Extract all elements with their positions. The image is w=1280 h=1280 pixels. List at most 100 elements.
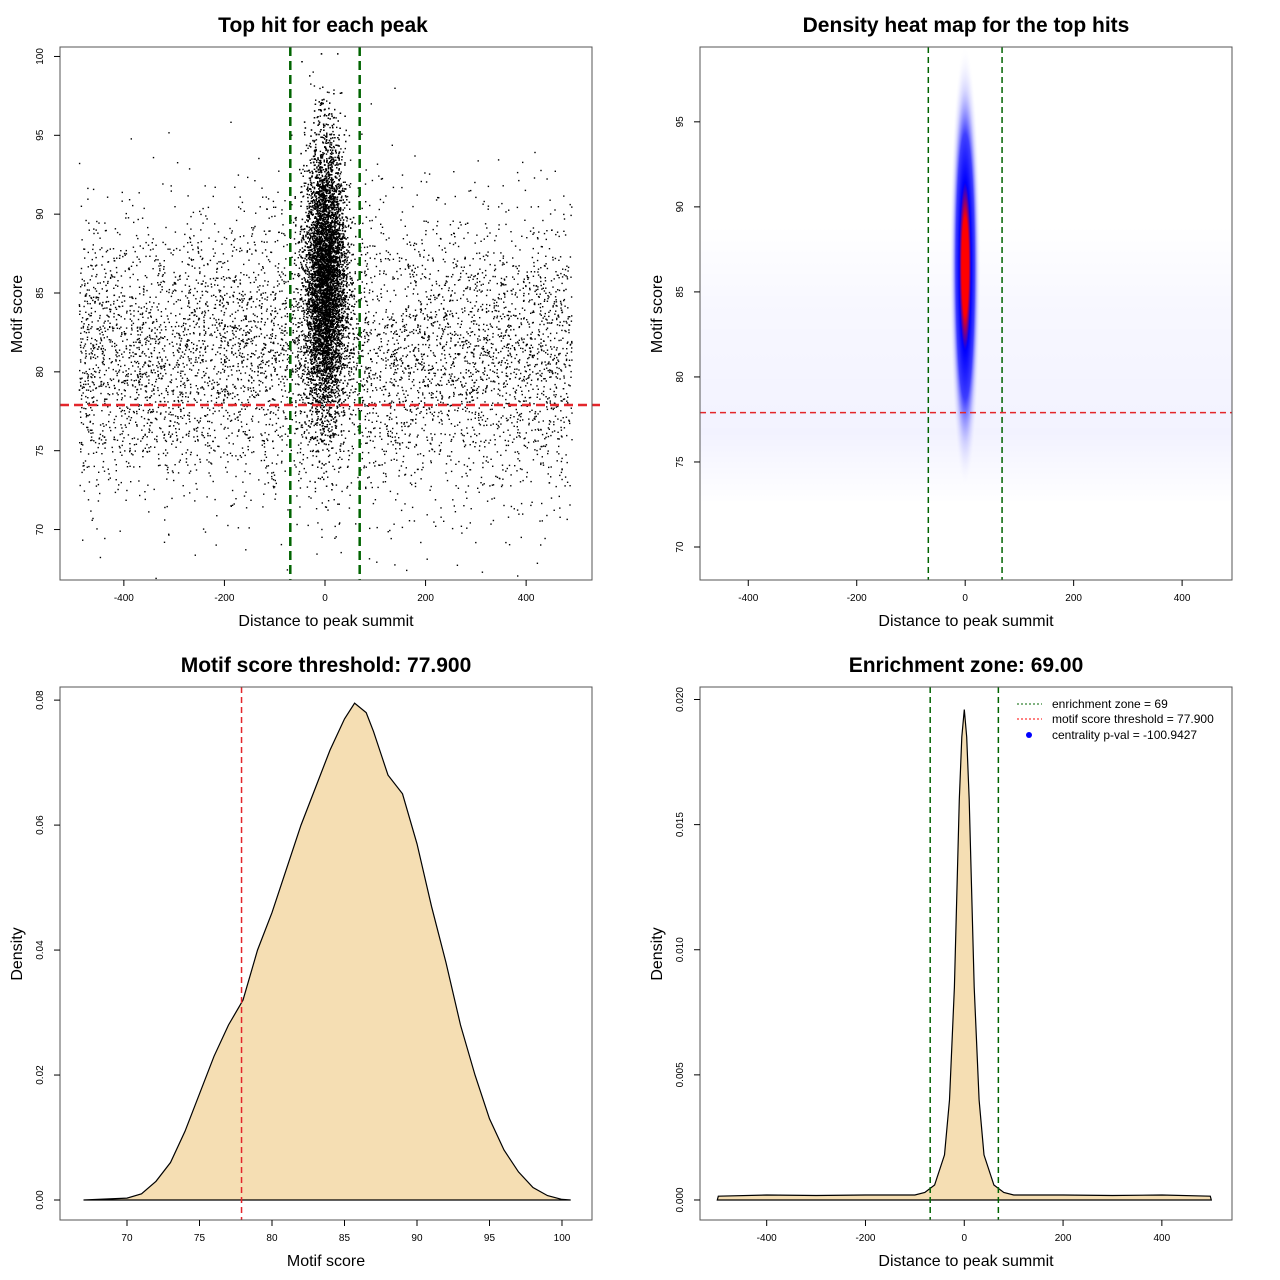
scatter-point — [376, 377, 378, 379]
scatter-point — [515, 408, 517, 411]
scatter-point — [270, 349, 272, 351]
scatter-point — [440, 376, 443, 379]
scatter-point — [136, 391, 138, 394]
scatter-point — [507, 355, 510, 357]
scatter-point — [274, 498, 276, 500]
scatter-point — [274, 352, 277, 354]
scatter-point — [520, 416, 522, 418]
scatter-point — [307, 444, 309, 446]
scatter-point — [121, 305, 124, 307]
scatter-point — [138, 192, 140, 194]
scatter-point — [405, 368, 407, 370]
scatter-point — [95, 275, 97, 278]
scatter-point — [403, 330, 406, 332]
scatter-point — [129, 447, 131, 450]
scatter-point — [213, 368, 215, 370]
scatter-point — [265, 361, 268, 363]
scatter-point — [185, 349, 187, 351]
scatter-point — [166, 468, 169, 471]
scatter-point — [104, 447, 106, 449]
scatter-point — [493, 269, 496, 272]
scatter-point — [268, 337, 271, 339]
scatter-point — [299, 367, 301, 369]
scatter-point — [242, 385, 245, 387]
scatter-point — [448, 397, 450, 399]
scatter-point — [366, 388, 369, 390]
scatter-point — [477, 160, 479, 162]
scatter-point — [484, 446, 486, 448]
scatter-point — [214, 240, 217, 242]
scatter-point — [527, 278, 529, 280]
scatter-point — [149, 424, 151, 427]
scatter-point — [185, 345, 187, 348]
scatter-point — [478, 491, 480, 493]
scatter-point — [537, 274, 540, 276]
scatter-point — [310, 497, 312, 499]
scatter-point — [266, 318, 269, 320]
scatter-point — [235, 249, 238, 251]
scatter-point — [481, 303, 484, 306]
scatter-point — [550, 434, 552, 437]
scatter-point — [98, 292, 101, 295]
scatter-point — [301, 463, 303, 465]
scatter-point — [389, 435, 392, 438]
scatter-point — [184, 284, 187, 286]
scatter-point — [228, 394, 230, 396]
scatter-point — [422, 455, 425, 457]
scatter-point — [534, 429, 537, 431]
scatter-point — [514, 357, 516, 360]
scatter-point — [361, 457, 363, 460]
scatter-point — [460, 525, 463, 527]
scatter-point — [430, 382, 432, 384]
scatter-point — [189, 453, 192, 456]
scatter-point — [365, 331, 368, 334]
scatter-point — [136, 326, 139, 328]
scatter-point — [136, 412, 138, 415]
scatter-point — [464, 341, 466, 343]
scatter-point — [262, 382, 264, 384]
scatter-point — [161, 365, 163, 368]
scatter-point — [86, 336, 89, 338]
scatter-point — [411, 401, 413, 403]
scatter-point — [562, 347, 564, 350]
scatter-point — [401, 526, 404, 529]
scatter-point — [328, 379, 330, 381]
scatter-point — [282, 359, 284, 362]
scatter-point — [372, 407, 375, 410]
scatter-point — [281, 279, 283, 281]
scatter-point — [422, 313, 424, 315]
scatter-point — [557, 315, 559, 317]
scatter-point — [196, 375, 198, 377]
scatter-point — [430, 316, 433, 318]
scatter-point — [294, 342, 296, 345]
scatter-point — [374, 374, 376, 376]
scatter-point — [528, 390, 530, 392]
scatter-point — [538, 343, 540, 346]
scatter-point — [317, 449, 319, 452]
scatter-point — [152, 268, 154, 270]
scatter-point — [563, 213, 565, 216]
scatter-point — [363, 329, 366, 331]
scatter-point — [492, 465, 494, 467]
scatter-point — [519, 249, 521, 251]
scatter-point — [470, 321, 473, 323]
scatter-point — [196, 596, 197, 597]
scatter-point — [333, 468, 336, 471]
scatter-point — [341, 458, 343, 460]
scatter-point — [488, 351, 491, 353]
scatter-point — [112, 248, 115, 250]
scatter-point — [131, 329, 133, 331]
scatter-point — [457, 341, 459, 343]
scatter-point — [230, 121, 232, 123]
scatter-point — [118, 389, 120, 391]
scatter-point — [540, 342, 542, 344]
scatter-point — [415, 444, 418, 447]
scatter-point — [208, 444, 211, 447]
scatter-point — [522, 161, 524, 164]
scatter-point — [524, 445, 527, 447]
scatter-point — [471, 307, 474, 309]
scatter-point — [358, 352, 360, 355]
scatter-point — [413, 244, 415, 247]
scatter-point — [471, 399, 473, 402]
